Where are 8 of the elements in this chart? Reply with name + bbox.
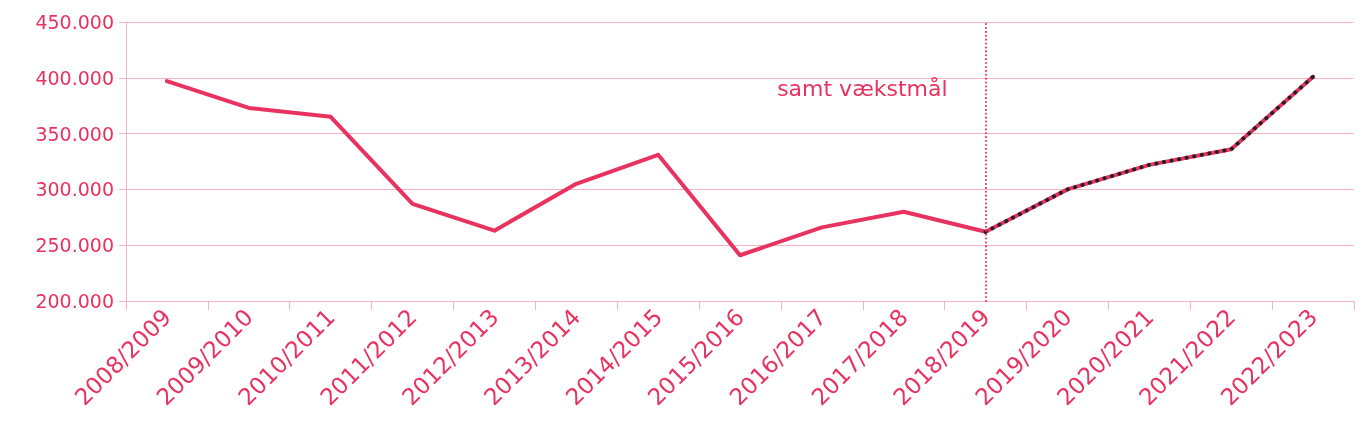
y-tick-label: 250.000 — [35, 234, 114, 257]
y-tick-label: 450.000 — [35, 11, 114, 33]
y-tick-label: 200.000 — [35, 290, 114, 312]
y-tick-label: 400.000 — [35, 66, 114, 89]
y-tick-label: 300.000 — [35, 178, 114, 201]
y-tick-label: 350.000 — [35, 122, 114, 145]
line-series — [983, 74, 1316, 234]
ref-line-label: samt vækstmål — [777, 75, 948, 101]
